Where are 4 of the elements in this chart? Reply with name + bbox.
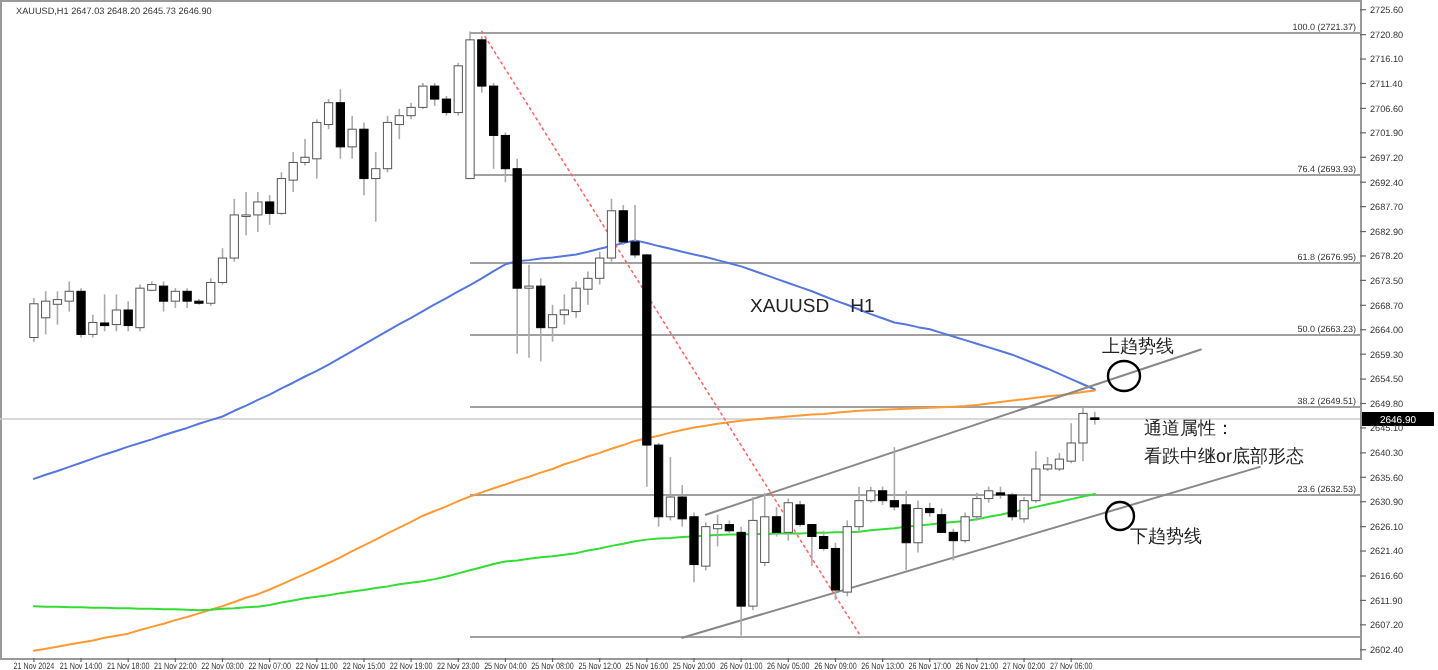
annotation: 看跌中继or底部形态 (1144, 446, 1305, 466)
annotation: 下趋势线 (1130, 526, 1202, 546)
annotation: 上趋势线 (1102, 336, 1174, 356)
annotation: 通道属性： (1144, 418, 1234, 438)
